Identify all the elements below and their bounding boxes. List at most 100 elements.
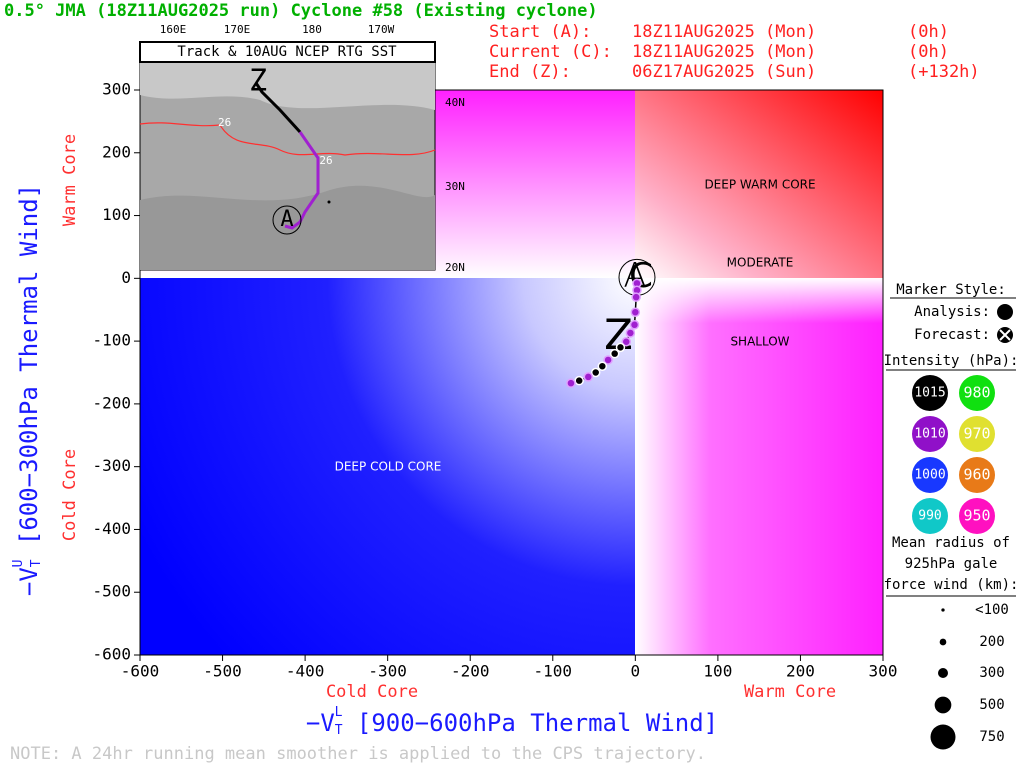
lat-label: 30N bbox=[445, 180, 465, 193]
axis-title-part: L bbox=[335, 705, 343, 720]
header-text: 06Z17AUG2025 (Sun) bbox=[632, 62, 816, 82]
x-side-label: Warm Core bbox=[744, 682, 836, 702]
header-text: (0h) bbox=[908, 42, 949, 62]
x-tick-label: -100 bbox=[534, 662, 573, 681]
header-text: (0h) bbox=[908, 22, 949, 42]
note: NOTE: A 24hr running mean smoother is ap… bbox=[10, 744, 706, 764]
track-point bbox=[609, 348, 620, 359]
legend-text: Analysis: bbox=[914, 304, 990, 320]
axis-title-part: −V bbox=[306, 709, 335, 737]
lon-label: 180 bbox=[302, 23, 322, 36]
intensity-label: 1015 bbox=[914, 386, 945, 401]
y-tick-label: -100 bbox=[92, 331, 131, 350]
intensity-swatch bbox=[959, 498, 995, 534]
quadrant-label: SHALLOW bbox=[730, 335, 789, 349]
x-tick-label: 0 bbox=[631, 662, 641, 681]
intensity-swatch bbox=[912, 498, 948, 534]
legend-text: Marker Style: bbox=[896, 282, 1006, 298]
intensity-label: 1000 bbox=[914, 468, 945, 483]
quadrant-label: DEEP WARM CORE bbox=[704, 178, 815, 192]
quadrant-label: DEEP COLD CORE bbox=[335, 460, 442, 474]
track-point bbox=[566, 378, 576, 388]
y-side-label: Warm Core bbox=[60, 134, 80, 226]
plot-background bbox=[139, 89, 884, 656]
radius-swatch bbox=[939, 638, 947, 646]
y-tick-label: -300 bbox=[92, 456, 131, 475]
lon-label: 170E bbox=[224, 23, 251, 36]
track-point bbox=[629, 320, 640, 330]
track-point bbox=[590, 367, 601, 378]
axis-title-part: [900−600hPa Thermal Wind] bbox=[342, 709, 718, 737]
intensity-swatch bbox=[912, 416, 948, 452]
legend-forecast-x bbox=[999, 329, 1011, 341]
intensity-swatch bbox=[959, 457, 995, 493]
y-tick-label: 100 bbox=[102, 205, 131, 224]
x-tick-label: 300 bbox=[869, 662, 898, 681]
x-side-label: Cold Core bbox=[326, 682, 418, 702]
radius-label: 300 bbox=[979, 665, 1004, 681]
track-point bbox=[603, 355, 613, 365]
x-tick-label: 200 bbox=[786, 662, 815, 681]
x-tick-label: -500 bbox=[203, 662, 242, 681]
x-tick-label: 100 bbox=[703, 662, 732, 681]
y-tick-label: -500 bbox=[92, 582, 131, 601]
contour-label: 26 bbox=[218, 116, 231, 129]
y-tick-label: -600 bbox=[92, 645, 131, 664]
legend-text: force wind (km): bbox=[884, 577, 1019, 593]
intensity-swatch bbox=[959, 416, 995, 452]
intensity-label: 960 bbox=[963, 466, 990, 484]
inset-marker: Z bbox=[249, 64, 267, 99]
y-tick-label: -200 bbox=[92, 393, 131, 412]
track-point bbox=[631, 292, 641, 302]
radius-label: <100 bbox=[975, 602, 1009, 618]
header-text: 18Z11AUG2025 (Mon) bbox=[632, 22, 816, 42]
y-tick-label: -400 bbox=[92, 519, 131, 538]
intensity-label: 990 bbox=[918, 509, 941, 524]
axis-title-part: [600−300hPa Thermal Wind] bbox=[15, 184, 43, 560]
radius-swatch bbox=[941, 608, 945, 612]
intensity-label: 1010 bbox=[914, 427, 945, 442]
intensity-swatch bbox=[959, 375, 995, 411]
legend-text: 925hPa gale bbox=[905, 556, 998, 572]
inset-marker: A bbox=[280, 207, 293, 232]
header-text: (+132h) bbox=[908, 62, 980, 82]
inset-map: Track & 10AUG NCEP RTG SST 26 26 A Z 160… bbox=[139, 23, 465, 274]
track-point bbox=[583, 372, 594, 382]
intensity-swatch bbox=[912, 457, 948, 493]
x-tick-label: -300 bbox=[368, 662, 407, 681]
track-point bbox=[621, 336, 632, 347]
legend-analysis bbox=[997, 304, 1013, 320]
axis-title: −VTU [600−300hPa Thermal Wind] bbox=[11, 184, 44, 596]
lon-label: 160E bbox=[160, 23, 187, 36]
legend-text: Mean radius of bbox=[892, 535, 1010, 551]
axis-title-part: T bbox=[29, 559, 44, 567]
radius-swatch bbox=[934, 696, 952, 714]
intensity-label: 970 bbox=[963, 425, 990, 443]
header-text: Current (C): bbox=[489, 42, 612, 62]
y-tick-label: 300 bbox=[102, 80, 131, 99]
inset-title: Track & 10AUG NCEP RTG SST bbox=[177, 44, 397, 60]
intensity-label: 980 bbox=[963, 384, 990, 402]
radius-label: 200 bbox=[979, 634, 1004, 650]
x-tick-label: -200 bbox=[451, 662, 490, 681]
lon-label: 170W bbox=[368, 23, 395, 36]
y-tick-label: 200 bbox=[102, 142, 131, 161]
chart-title: 0.5° JMA (18Z11AUG2025 run) Cyclone #58 … bbox=[4, 1, 598, 21]
radius-label: 500 bbox=[979, 697, 1004, 713]
radius-label: 750 bbox=[979, 729, 1004, 745]
radius-swatch bbox=[930, 724, 956, 750]
track-point bbox=[625, 328, 636, 338]
lat-label: 40N bbox=[445, 96, 465, 109]
track-point bbox=[574, 375, 584, 386]
contour-label: 26 bbox=[319, 154, 332, 167]
intensity-swatch bbox=[912, 375, 948, 411]
radius-swatch bbox=[938, 668, 948, 678]
x-tick-label: -400 bbox=[286, 662, 325, 681]
legend-text: Forecast: bbox=[914, 327, 990, 343]
header-text: 18Z11AUG2025 (Mon) bbox=[632, 42, 816, 62]
header-text: End (Z): bbox=[489, 62, 571, 82]
axis-title-part: T bbox=[335, 723, 343, 738]
y-tick-label: 0 bbox=[121, 268, 131, 287]
axis-title-part: U bbox=[11, 560, 26, 568]
